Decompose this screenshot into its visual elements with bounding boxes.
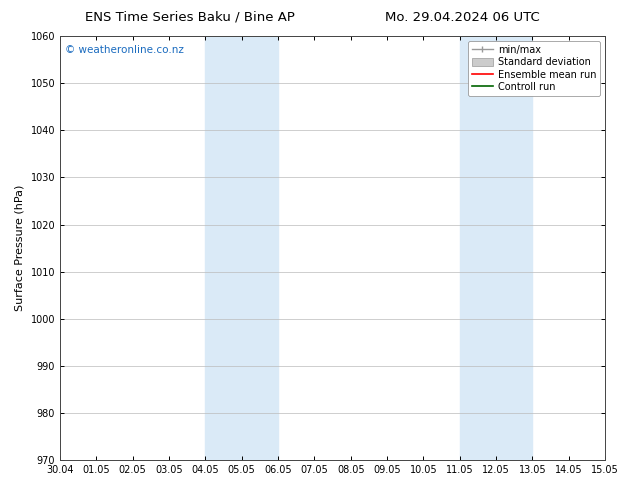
Legend: min/max, Standard deviation, Ensemble mean run, Controll run: min/max, Standard deviation, Ensemble me… bbox=[468, 41, 600, 96]
Bar bbox=[460, 36, 533, 460]
Text: Mo. 29.04.2024 06 UTC: Mo. 29.04.2024 06 UTC bbox=[385, 11, 540, 24]
Text: ENS Time Series Baku / Bine AP: ENS Time Series Baku / Bine AP bbox=[85, 11, 295, 24]
Y-axis label: Surface Pressure (hPa): Surface Pressure (hPa) bbox=[15, 185, 25, 311]
Bar bbox=[205, 36, 278, 460]
Text: © weatheronline.co.nz: © weatheronline.co.nz bbox=[65, 45, 184, 54]
